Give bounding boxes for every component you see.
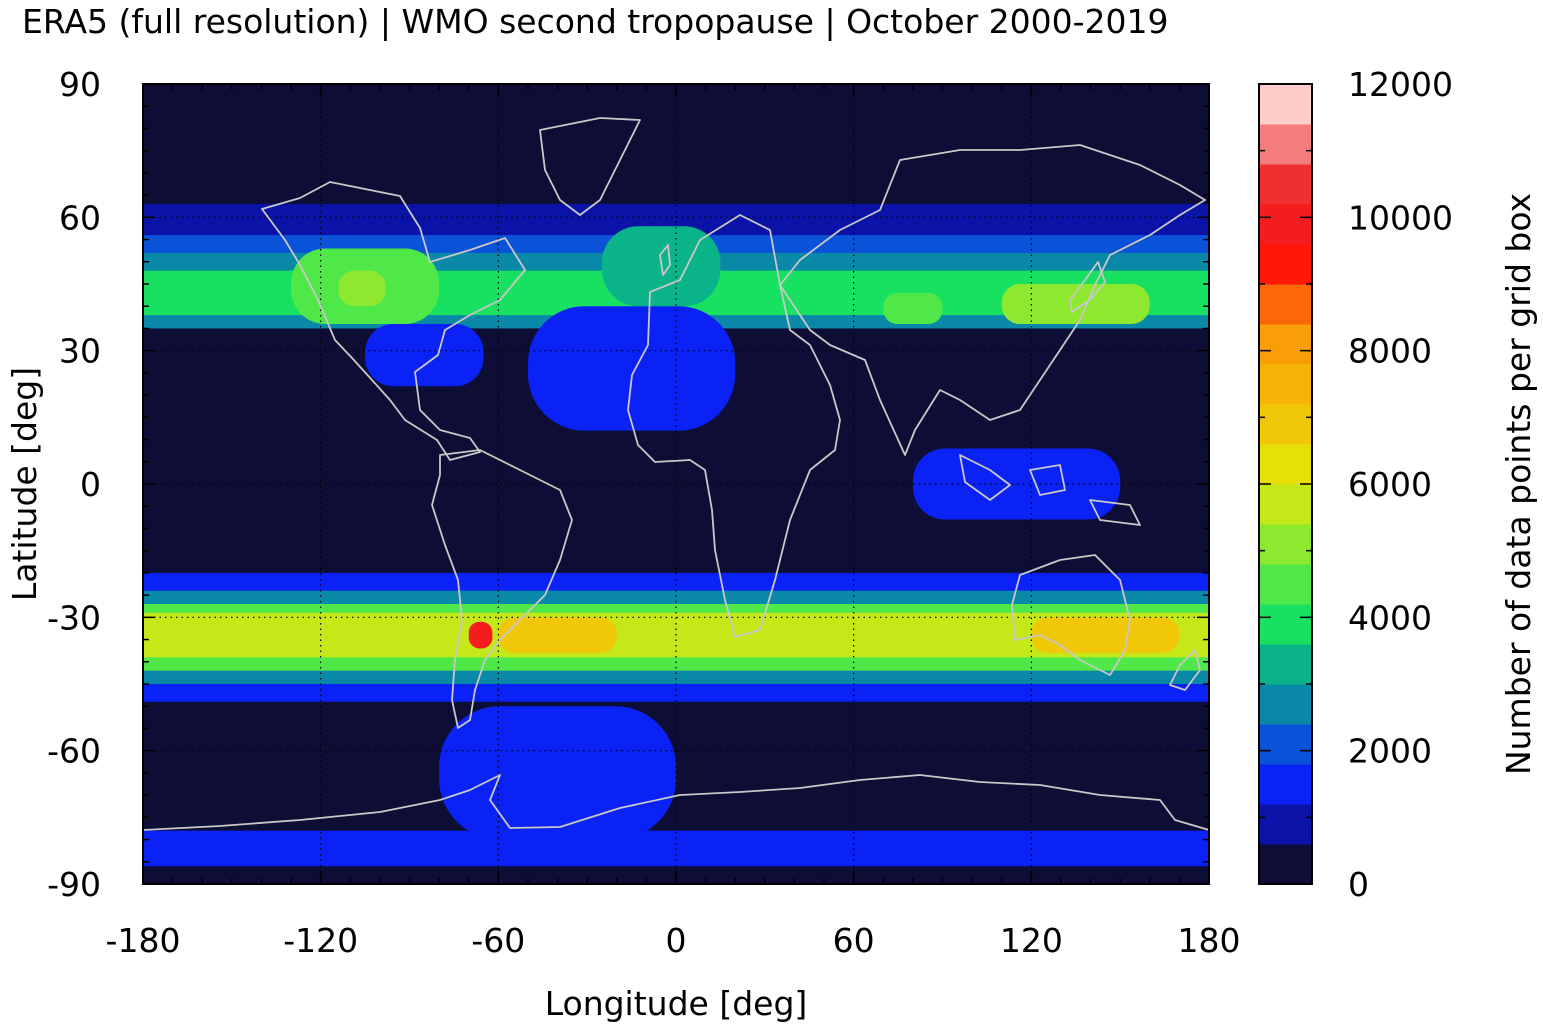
- x-tick-label: -180: [106, 921, 181, 960]
- x-tick-label: 180: [1178, 921, 1241, 960]
- colorbar-segment: [1259, 484, 1312, 525]
- colorbar-segment: [1259, 444, 1312, 485]
- colorbar-segment: [1259, 404, 1312, 445]
- axis-ticks: [142, 83, 1210, 885]
- colorbar: [1259, 84, 1312, 885]
- x-tick-label: -120: [283, 921, 358, 960]
- y-axis-label: Latitude [deg]: [5, 367, 44, 601]
- colorbar-tick-label: 0: [1348, 865, 1369, 904]
- colorbar-segment: [1259, 804, 1312, 845]
- colorbar-ticks: [1259, 83, 1312, 885]
- field-region: [1001, 284, 1150, 324]
- colorbar-tick-label: 4000: [1348, 598, 1432, 637]
- x-axis-label: Longitude [deg]: [545, 984, 808, 1023]
- colorbar-segment: [1259, 324, 1312, 365]
- field-region: [338, 270, 386, 307]
- colorbar-segment: [1259, 284, 1312, 325]
- x-tick-label: 120: [1000, 921, 1063, 960]
- y-tick-label: -90: [47, 865, 101, 904]
- colorbar-segment: [1259, 244, 1312, 285]
- colorbar-segment: [1259, 724, 1312, 765]
- field-region: [527, 306, 736, 431]
- field-region: [439, 706, 676, 840]
- colorbar-segment: [1259, 604, 1312, 645]
- y-tick-label: 30: [59, 332, 101, 371]
- colorbar-segment: [1259, 84, 1312, 125]
- colorbar-segment: [1259, 364, 1312, 405]
- x-tick-label: -60: [471, 921, 525, 960]
- colorbar-segment: [1259, 564, 1312, 605]
- field-region: [1031, 617, 1180, 653]
- x-axis-tick-labels: -180 -120 -60 0 60 120 180: [106, 921, 1241, 960]
- coastlines: [143, 117, 1209, 831]
- colorbar-segment: [1259, 764, 1312, 805]
- colorbar-segment: [1259, 204, 1312, 245]
- y-tick-label: 0: [80, 465, 101, 504]
- y-tick-label: -30: [47, 598, 101, 637]
- colorbar-segment: [1259, 524, 1312, 565]
- colorbar-label: Number of data points per grid box: [1499, 193, 1538, 775]
- x-tick-label: 60: [833, 921, 875, 960]
- y-tick-label: -60: [47, 732, 101, 771]
- colorbar-segment: [1259, 844, 1312, 885]
- colorbar-segment: [1259, 124, 1312, 165]
- colorbar-tick-label: 10000: [1348, 198, 1453, 237]
- colorbar-segment: [1259, 164, 1312, 205]
- colorbar-tick-labels: 12000 10000 8000 6000 4000 2000 0: [1348, 65, 1453, 904]
- field-region: [883, 292, 943, 324]
- y-tick-label: 90: [59, 65, 101, 104]
- colorbar-segment: [1259, 684, 1312, 725]
- colorbar-tick-label: 8000: [1348, 332, 1432, 371]
- plot-grid: [143, 84, 1209, 884]
- colorbar-tick-label: 12000: [1348, 65, 1453, 104]
- x-tick-label: 0: [666, 921, 687, 960]
- field-region: [912, 448, 1121, 520]
- colorbar-tick-label: 2000: [1348, 732, 1432, 771]
- colorbar-tick-label: 6000: [1348, 465, 1432, 504]
- field-region: [468, 621, 493, 649]
- field-region: [498, 617, 617, 653]
- y-axis-tick-labels: 90 60 30 0 -30 -60 -90: [47, 65, 101, 904]
- colorbar-segment: [1259, 644, 1312, 685]
- y-tick-label: 60: [59, 198, 101, 237]
- chart-title: ERA5 (full resolution) | WMO second trop…: [22, 2, 1169, 41]
- field-region: [365, 324, 484, 387]
